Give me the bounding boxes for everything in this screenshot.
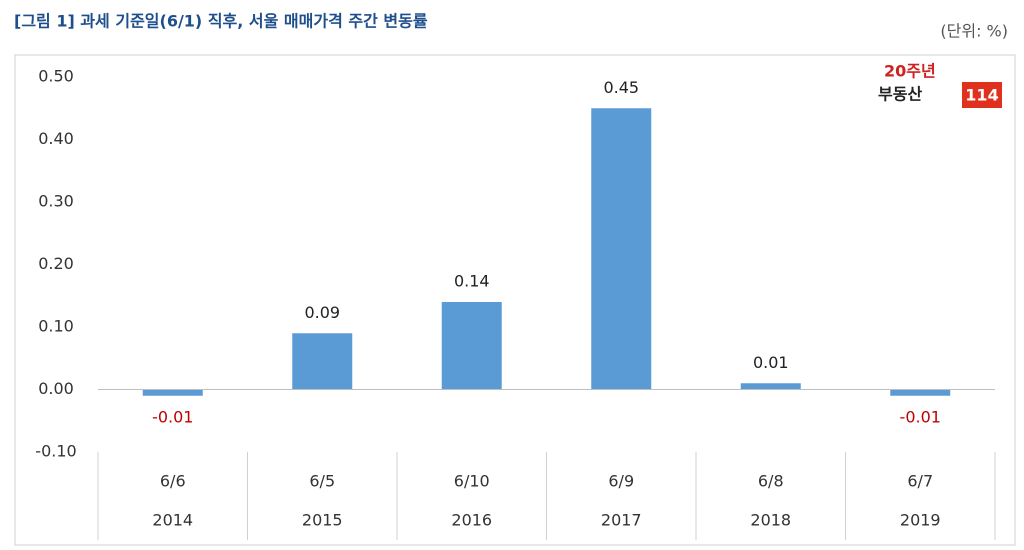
bar — [292, 333, 353, 390]
y-tick-label: -0.10 — [35, 442, 76, 461]
x-tick-label: 6/8 — [758, 472, 784, 491]
plot-frame — [14, 54, 1016, 546]
logo-box — [962, 82, 1002, 108]
y-tick-label: 0.00 — [38, 379, 74, 398]
bar — [740, 383, 801, 390]
x-tick-label: 6/9 — [608, 472, 634, 491]
x-tick-label: 6/5 — [309, 472, 335, 491]
y-tick-label: 0.40 — [38, 129, 74, 148]
value-label: 0.09 — [304, 303, 340, 322]
bar — [591, 108, 652, 390]
y-tick-label: 0.20 — [38, 254, 74, 273]
value-label: -0.01 — [900, 407, 941, 426]
y-tick-label: 0.50 — [38, 67, 74, 86]
x-group-label: 2017 — [601, 511, 642, 530]
y-tick-label: 0.10 — [38, 317, 74, 336]
bar — [142, 389, 203, 396]
x-tick-label: 6/7 — [907, 472, 933, 491]
x-group-label: 2019 — [900, 511, 941, 530]
x-group-label: 2015 — [302, 511, 343, 530]
x-tick-label: 6/6 — [160, 472, 186, 491]
x-tick-label: 6/10 — [454, 472, 490, 491]
logo-badge: 20주년 — [884, 62, 936, 81]
x-group-label: 2018 — [750, 511, 791, 530]
x-group-label: 2016 — [451, 511, 492, 530]
value-label: 0.45 — [603, 78, 639, 97]
bar — [890, 389, 951, 396]
x-group-label: 2014 — [152, 511, 193, 530]
value-label: 0.14 — [454, 272, 490, 291]
logo-name: 부동산 — [878, 85, 922, 104]
chart-title: [그림 1] 과세 기준일(6/1) 직후, 서울 매매가격 주간 변동률 — [14, 12, 428, 31]
logo-number: 114 — [965, 86, 998, 105]
bar — [441, 302, 502, 390]
logo: 20주년 부동산 114 — [878, 62, 1002, 108]
unit-label: (단위: %) — [940, 22, 1008, 41]
value-label: -0.01 — [152, 407, 193, 426]
value-label: 0.01 — [753, 353, 789, 372]
y-tick-label: 0.30 — [38, 192, 74, 211]
